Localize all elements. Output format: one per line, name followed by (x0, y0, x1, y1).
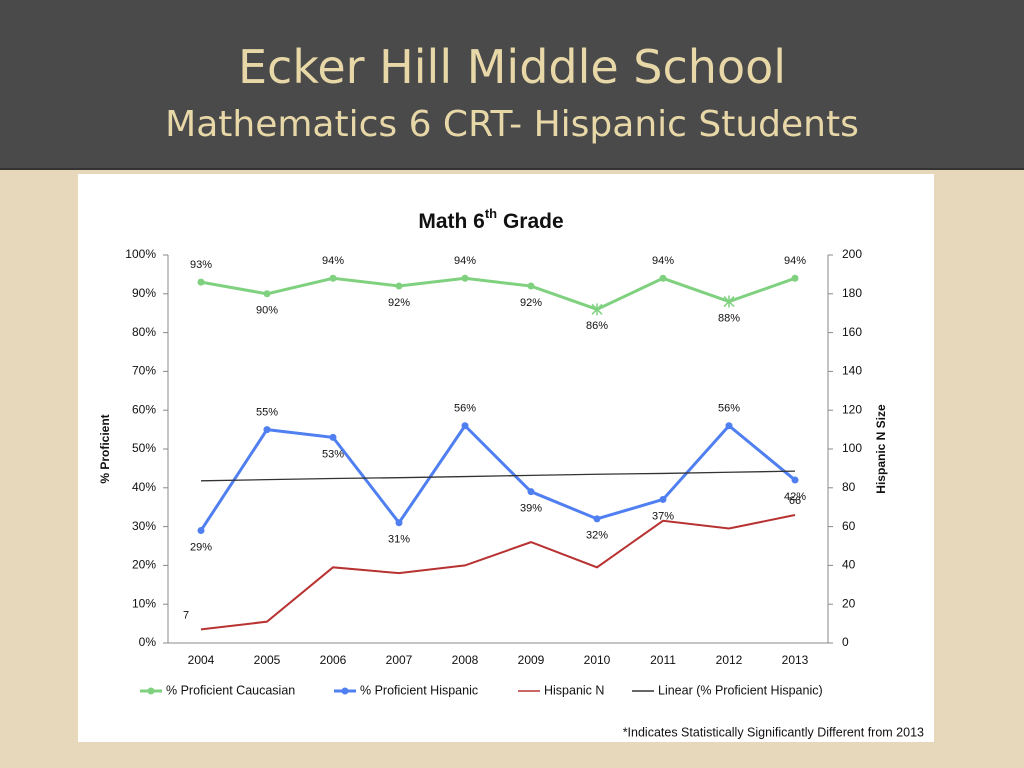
marker (329, 433, 337, 441)
y-tick-label: 40% (132, 480, 156, 494)
marker-x (723, 295, 735, 308)
data-label: 42% (784, 491, 806, 503)
data-label: 94% (322, 255, 344, 267)
marker (527, 282, 535, 290)
data-label: 7 (183, 609, 189, 621)
marker (791, 274, 799, 282)
y-tick-label: 10% (132, 596, 156, 610)
data-label: 86% (586, 320, 608, 332)
y2-tick-label: 60 (842, 519, 856, 533)
y-tick-label: 50% (132, 441, 156, 455)
y2-tick-label: 140 (842, 364, 862, 378)
marker (263, 290, 271, 298)
y2-tick-label: 180 (842, 286, 862, 300)
x-tick-label: 2008 (452, 653, 479, 667)
marker (725, 422, 733, 430)
y2-tick-label: 20 (842, 596, 856, 610)
chart-title: Math 6th Grade (418, 206, 563, 232)
x-tick-label: 2010 (584, 653, 611, 667)
marker-x (591, 303, 603, 316)
data-label: 93% (190, 259, 212, 271)
marker (263, 426, 271, 434)
y2-tick-label: 160 (842, 325, 862, 339)
marker (197, 526, 205, 534)
legend-marker (341, 687, 349, 695)
marker (197, 278, 205, 286)
data-label: 56% (718, 403, 740, 415)
y-tick-label: 100% (125, 247, 156, 261)
legend-label: Hispanic N (544, 683, 604, 697)
data-label: 39% (520, 503, 542, 515)
slide-subtitle: Mathematics 6 CRT- Hispanic Students (165, 104, 859, 145)
y2-tick-label: 0 (842, 635, 849, 649)
x-tick-label: 2006 (320, 653, 347, 667)
series-line (199, 423, 796, 532)
marker (659, 495, 667, 503)
data-label: 66 (789, 495, 801, 507)
data-label: 31% (388, 534, 410, 546)
data-label: 56% (454, 403, 476, 415)
title-part: Grade (497, 210, 564, 233)
y2-tick-label: 120 (842, 402, 862, 416)
slide-title: Ecker Hill Middle School (237, 40, 787, 94)
footnote: *Indicates Statistically Significantly D… (623, 725, 924, 739)
y2-tick-label: 80 (842, 480, 856, 494)
data-label: 94% (454, 255, 476, 267)
data-label: 92% (388, 297, 410, 309)
data-label: 94% (652, 255, 674, 267)
x-tick-label: 2009 (518, 653, 545, 667)
data-label: 55% (256, 407, 278, 419)
data-label: 53% (322, 448, 344, 460)
data-label: 90% (256, 305, 278, 317)
x-tick-label: 2012 (716, 653, 743, 667)
data-label: 88% (718, 312, 740, 324)
data-label: 92% (520, 297, 542, 309)
legend-marker (147, 687, 155, 695)
y-axis-label: % Proficient (98, 414, 112, 483)
data-label: 37% (652, 510, 674, 522)
legend-label: % Proficient Caucasian (166, 683, 295, 697)
x-tick-label: 2004 (188, 653, 215, 667)
y-tick-label: 60% (132, 402, 156, 416)
x-tick-label: 2007 (386, 653, 413, 667)
y-tick-label: 30% (132, 519, 156, 533)
legend-label: % Proficient Hispanic (360, 683, 478, 697)
header: Ecker Hill Middle School Mathematics 6 C… (0, 0, 1024, 170)
marker (791, 476, 799, 484)
y-tick-label: 70% (132, 364, 156, 378)
legend-label: Linear (% Proficient Hispanic) (658, 683, 823, 697)
y-tick-label: 20% (132, 558, 156, 572)
marker (461, 422, 469, 430)
y-tick-label: 0% (139, 635, 157, 649)
y-tick-label: 80% (132, 325, 156, 339)
marker (395, 519, 403, 527)
title-part: Math 6 (418, 210, 485, 233)
marker (395, 282, 403, 290)
y2-tick-label: 100 (842, 441, 862, 455)
x-tick-label: 2011 (650, 653, 676, 667)
data-label: 29% (190, 541, 212, 553)
marker (461, 274, 469, 282)
series-line (200, 513, 796, 631)
series-line (200, 276, 796, 311)
x-tick-label: 2013 (782, 653, 809, 667)
title-sup: th (485, 206, 497, 221)
y2-tick-label: 200 (842, 247, 862, 261)
marker (659, 274, 667, 282)
marker (527, 488, 535, 496)
marker (593, 515, 601, 523)
data-label: 32% (586, 530, 608, 542)
data-label: 94% (784, 255, 806, 267)
y2-axis-label: Hispanic N Size (874, 404, 888, 494)
marker (329, 274, 337, 282)
y-tick-label: 90% (132, 286, 156, 300)
x-tick-label: 2005 (254, 653, 281, 667)
chart: Math 6th Grade % Proficient Hispanic N S… (78, 174, 934, 742)
y2-tick-label: 40 (842, 558, 856, 572)
series-line (200, 470, 796, 482)
